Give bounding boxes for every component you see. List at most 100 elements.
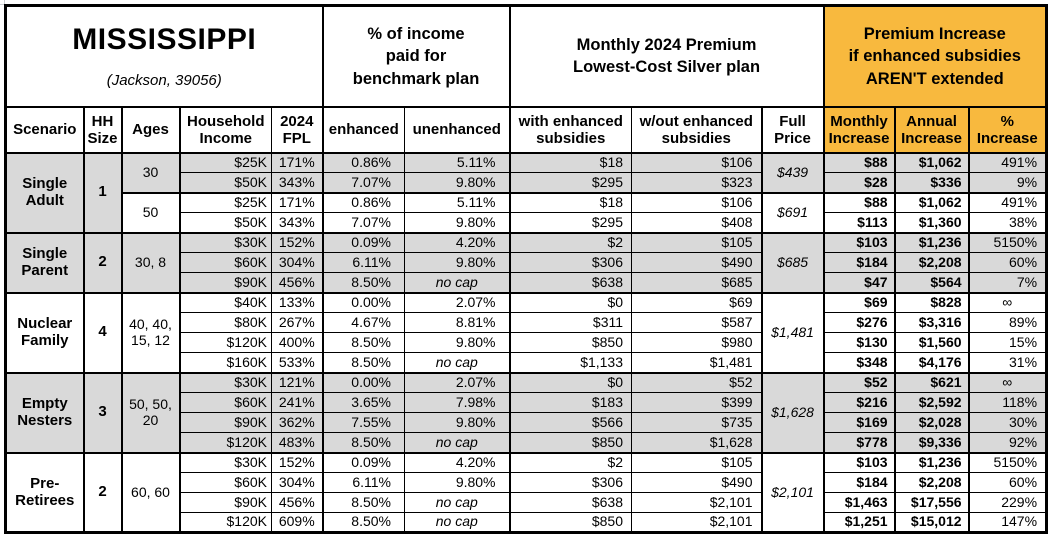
cell-pct-increase: 5150% — [967, 231, 1048, 254]
cell-income: $80K — [178, 312, 272, 334]
cell-income: $90K — [178, 272, 272, 294]
cell-pct-increase: 5150% — [967, 451, 1048, 474]
table-row: Single Adult 1 30 $25K 171% 0.86% 5.11% … — [5, 151, 1048, 234]
col-header-monthly-increase: Monthly Increase — [822, 105, 896, 154]
cell-unenhanced: 4.20% — [403, 231, 511, 254]
cell-unenhanced: 5.11% — [403, 151, 511, 174]
table-row: $160K 533% 8.50% no cap $1,133 $1,481 $3… — [6, 352, 1048, 374]
cell-enhanced: 0.86% — [321, 151, 405, 174]
cell-monthly-increase: $103 — [822, 231, 896, 254]
cell-monthly-increase: $184 — [822, 472, 896, 494]
cell-pct-increase: 30% — [967, 412, 1048, 434]
scenario-label: Empty Nesters — [5, 371, 84, 454]
scenario-label: Single Parent — [5, 231, 84, 294]
cell-enhanced: 7.55% — [321, 412, 405, 434]
cell-pct-increase: 89% — [967, 312, 1048, 334]
cell-with-subsidies: $850 — [508, 512, 633, 534]
table-row: $120K 483% 8.50% no cap $850 $1,628 $778… — [6, 432, 1048, 454]
col-header-scenario: Scenario — [5, 105, 84, 154]
cell-enhanced: 0.00% — [321, 291, 405, 314]
cell-annual-increase: $15,012 — [893, 512, 970, 534]
cell-monthly-increase: $88 — [822, 151, 896, 174]
cell-with-subsidies: $306 — [508, 472, 633, 494]
cell-enhanced: 8.50% — [321, 432, 405, 454]
premium-comparison-table: MISSISSIPPI (Jackson, 39056) % of income… — [4, 4, 1049, 534]
increase-span-header: Premium Increase if enhanced subsidies A… — [822, 4, 1048, 108]
cell-unenhanced: no cap — [403, 432, 511, 454]
cell-pct-increase: 7% — [967, 272, 1048, 294]
ages-value: 50, 50, 20 — [120, 371, 180, 454]
cell-annual-increase: $1,560 — [893, 332, 970, 354]
cell-with-subsidies: $1,133 — [508, 352, 633, 374]
cell-full-price: $1,481 — [760, 291, 825, 374]
cell-fpl: 609% — [271, 512, 323, 534]
cell-without-subsidies: $105 — [631, 231, 763, 254]
cell-unenhanced: 9.80% — [403, 252, 511, 274]
cell-with-subsidies: $306 — [508, 252, 633, 274]
table-row: $50K 343% 7.07% 9.80% $295 $323 $28 $336… — [6, 172, 1048, 194]
cell-annual-increase: $2,208 — [893, 252, 970, 274]
cell-without-subsidies: $105 — [631, 451, 763, 474]
cell-income: $30K — [178, 231, 272, 254]
cell-enhanced: 6.11% — [321, 472, 405, 494]
cell-enhanced: 0.00% — [321, 371, 405, 394]
cell-with-subsidies: $638 — [508, 492, 633, 514]
cell-pct-increase: 147% — [967, 512, 1048, 534]
cell-pct-increase: 491% — [967, 151, 1048, 174]
col-header-annual-increase: Annual Increase — [893, 105, 970, 154]
hh-size-value: 4 — [82, 291, 122, 374]
cell-without-subsidies: $106 — [631, 151, 763, 174]
cell-monthly-increase: $778 — [822, 432, 896, 454]
header-row-spans: MISSISSIPPI (Jackson, 39056) % of income… — [5, 4, 1048, 108]
cell-without-subsidies: $399 — [631, 392, 763, 414]
cell-fpl: 400% — [271, 332, 323, 354]
premium-span-header: Monthly 2024 Premium Lowest-Cost Silver … — [508, 4, 825, 108]
cell-annual-increase: $564 — [893, 272, 970, 294]
table-row: Nuclear Family 4 40, 40, 15, 12 $40K 133… — [5, 291, 1048, 374]
cell-enhanced: 8.50% — [321, 332, 405, 354]
cell-monthly-increase: $88 — [822, 191, 896, 214]
col-header-ages: Ages — [120, 105, 180, 154]
ages-value: 40, 40, 15, 12 — [120, 291, 180, 374]
cell-unenhanced: no cap — [403, 272, 511, 294]
cell-enhanced: 0.09% — [321, 231, 405, 254]
cell-annual-increase: $17,556 — [893, 492, 970, 514]
cell-without-subsidies: $52 — [631, 371, 763, 394]
table-row: $60K 241% 3.65% 7.98% $183 $399 $216 $2,… — [6, 392, 1048, 414]
cell-with-subsidies: $638 — [508, 272, 633, 294]
cell-without-subsidies: $685 — [631, 272, 763, 294]
cell-fpl: 533% — [271, 352, 323, 374]
cell-income: $50K — [178, 172, 272, 194]
cell-income: $60K — [178, 252, 272, 274]
cell-monthly-increase: $28 — [822, 172, 896, 194]
cell-full-price: $691 — [760, 191, 825, 234]
cell-with-subsidies: $18 — [508, 191, 633, 214]
cell-fpl: 133% — [271, 291, 323, 314]
cell-enhanced: 3.65% — [321, 392, 405, 414]
cell-monthly-increase: $52 — [822, 371, 896, 394]
cell-monthly-increase: $348 — [822, 352, 896, 374]
hh-size-value: 1 — [82, 151, 122, 234]
scenario-label: Pre-Retirees — [5, 451, 84, 534]
cell-with-subsidies: $850 — [508, 432, 633, 454]
cell-with-subsidies: $850 — [508, 332, 633, 354]
cell-pct-increase: 15% — [967, 332, 1048, 354]
hh-size-value: 3 — [82, 371, 122, 454]
cell-unenhanced: no cap — [403, 352, 511, 374]
cell-fpl: 267% — [271, 312, 323, 334]
cell-income: $25K — [178, 151, 272, 174]
table-row: Pre-Retirees 2 60, 60 $30K 152% 0.09% 4.… — [5, 451, 1048, 534]
cell-annual-increase: $2,208 — [893, 472, 970, 494]
cell-income: $30K — [178, 451, 272, 474]
cell-monthly-increase: $1,251 — [822, 512, 896, 534]
cell-monthly-increase: $1,463 — [822, 492, 896, 514]
ages-value: 30 — [120, 151, 180, 194]
cell-without-subsidies: $735 — [631, 412, 763, 434]
cell-annual-increase: $1,236 — [893, 451, 970, 474]
table-row: $90K 456% 8.50% no cap $638 $685 $47 $56… — [6, 272, 1048, 294]
table-row: $60K 304% 6.11% 9.80% $306 $490 $184 $2,… — [6, 472, 1048, 494]
table-row: $80K 267% 4.67% 8.81% $311 $587 $276 $3,… — [6, 312, 1048, 334]
cell-without-subsidies: $323 — [631, 172, 763, 194]
cell-income: $30K — [178, 371, 272, 394]
cell-without-subsidies: $408 — [631, 212, 763, 234]
